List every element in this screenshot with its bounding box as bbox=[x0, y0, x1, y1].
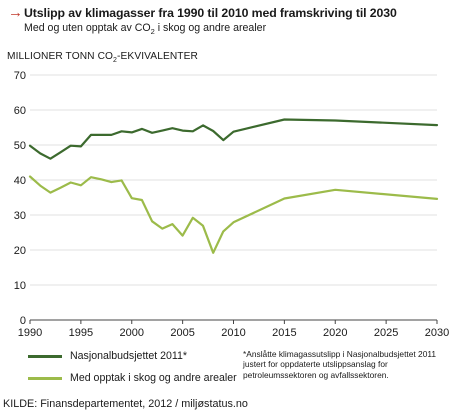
y-tick-label: 30 bbox=[14, 210, 26, 222]
legend-swatch bbox=[28, 354, 62, 358]
ylabel-text-pre: MILLIONER TONN CO bbox=[7, 51, 114, 62]
chart-header: → Utslipp av klimagasser fra 1990 til 20… bbox=[8, 5, 448, 37]
legend-swatch bbox=[28, 376, 62, 380]
subtitle-text-post: i skog og andre arealer bbox=[154, 22, 267, 34]
legend-item-nasjonalbudsjettet: Nasjonalbudsjettet 2011* bbox=[28, 350, 187, 362]
source-credit: KILDE: Finansdepartementet, 2012 / miljø… bbox=[3, 398, 248, 410]
y-axis-label: MILLIONER TONN CO2-EKVIVALENTER bbox=[7, 51, 198, 64]
x-tick-labels: 1990 1995 2000 2005 2010 2015 2020 2025 2030 bbox=[18, 320, 449, 339]
x-tick-label: 2020 bbox=[323, 327, 347, 339]
gridlines bbox=[30, 74, 437, 321]
x-tick-label: 1990 bbox=[18, 327, 42, 339]
legend-label: Nasjonalbudsjettet 2011* bbox=[70, 350, 188, 362]
x-tick-label: 1995 bbox=[69, 327, 93, 339]
series-line-nasjonalbudsjettet bbox=[28, 118, 439, 160]
ylabel-text-post: -EKVIVALENTER bbox=[117, 51, 198, 62]
x-tick-label: 2005 bbox=[170, 327, 194, 339]
subtitle-subscript: 2 bbox=[150, 27, 155, 37]
arrow-right-icon: → bbox=[8, 4, 23, 21]
y-tick-label: 70 bbox=[14, 70, 26, 82]
x-tick-label: 2000 bbox=[120, 327, 144, 339]
x-tick-label: 2025 bbox=[374, 327, 398, 339]
x-tick-label: 2030 bbox=[425, 327, 449, 339]
x-tick-label: 2010 bbox=[221, 327, 245, 339]
y-tick-label: 10 bbox=[14, 280, 26, 292]
x-tick-label: 2015 bbox=[272, 327, 296, 339]
legend-label: Med opptak i skog og andre arealer bbox=[70, 372, 237, 384]
y-tick-label: 40 bbox=[14, 175, 26, 187]
series-lines bbox=[28, 118, 439, 254]
y-tick-label: 20 bbox=[14, 245, 26, 257]
chart-title: Utslipp av klimagasser fra 1990 til 2010… bbox=[24, 6, 397, 20]
legend-item-med-opptak: Med opptak i skog og andre arealer bbox=[28, 372, 237, 384]
footnote: *Anslåtte klimagassutslipp i Nasjonalbud… bbox=[243, 349, 437, 380]
chart-subtitle: Med og uten opptak av CO2 i skog og andr… bbox=[24, 22, 448, 36]
y-tick-label: 0 bbox=[20, 315, 26, 327]
title-row: → Utslipp av klimagasser fra 1990 til 20… bbox=[8, 5, 448, 21]
series-line-med-opptak bbox=[28, 175, 439, 254]
y-tick-label: 50 bbox=[14, 140, 26, 152]
ylabel-subscript: 2 bbox=[113, 57, 118, 65]
y-tick-labels: 0 10 20 30 40 50 60 70 bbox=[14, 70, 26, 327]
y-tick-label: 60 bbox=[14, 105, 26, 117]
subtitle-text-pre: Med og uten opptak av CO bbox=[24, 22, 151, 34]
